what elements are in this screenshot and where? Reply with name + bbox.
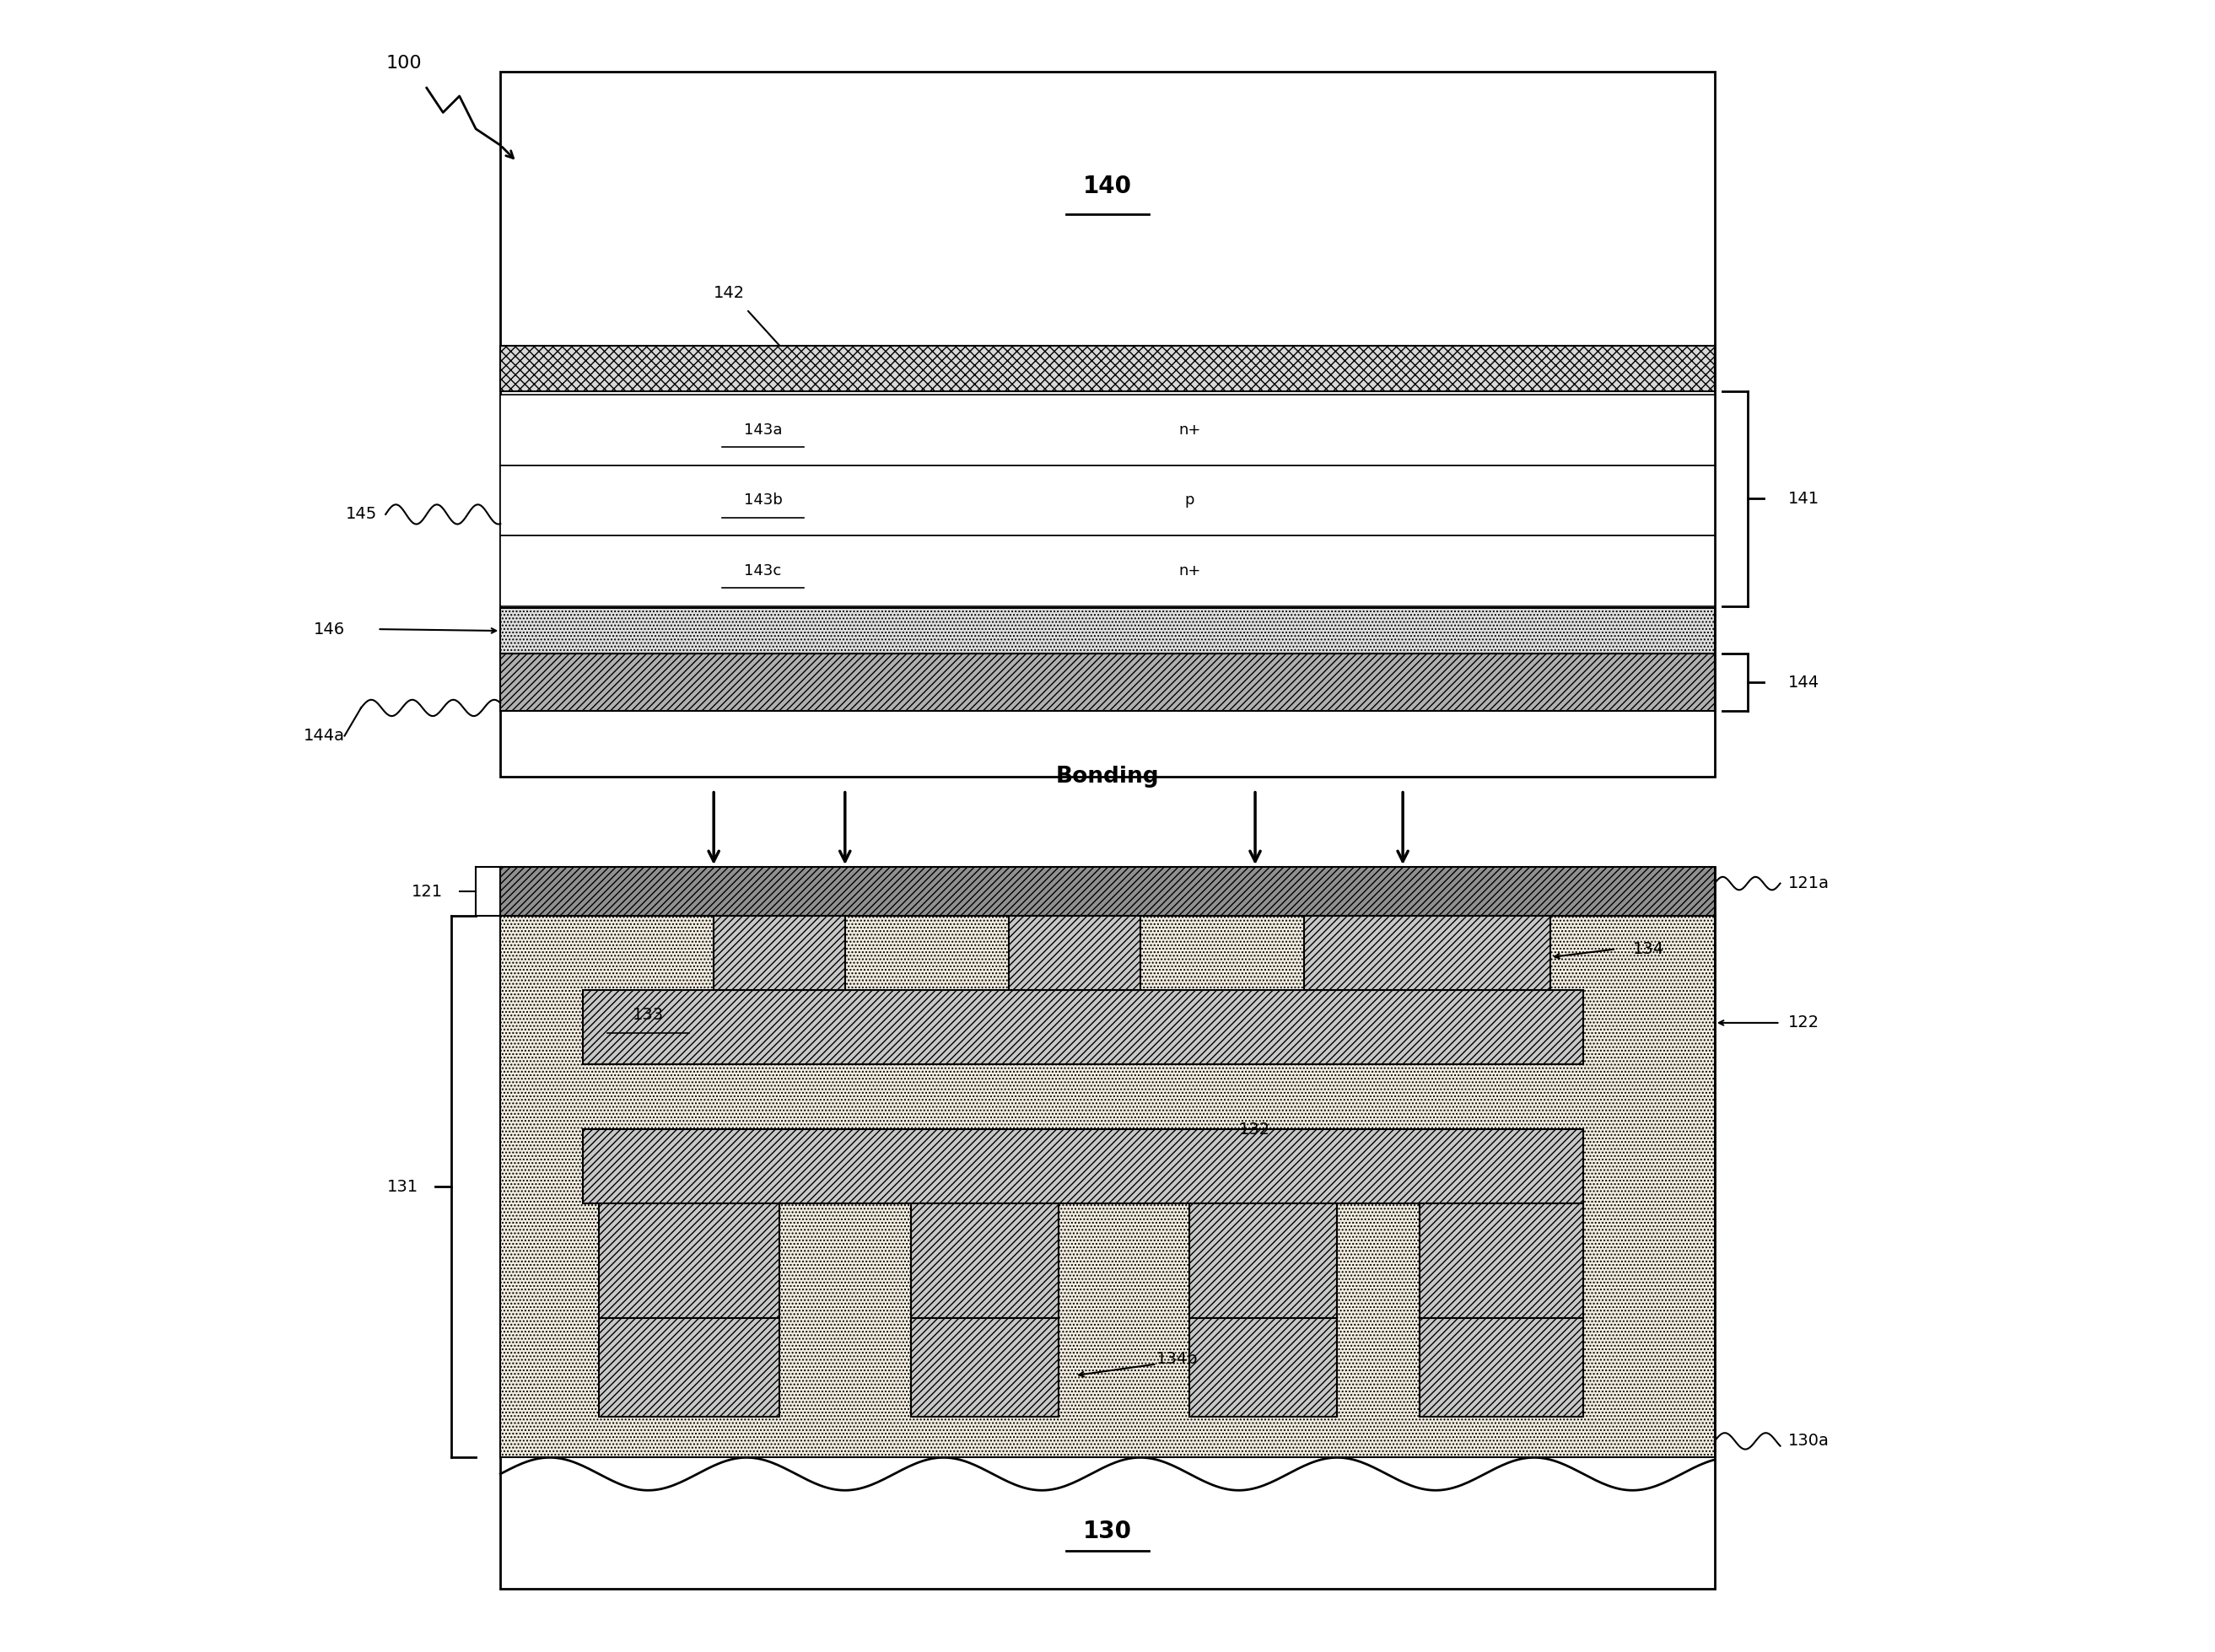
Bar <box>1420 1318 1584 1416</box>
Text: n+: n+ <box>1178 563 1201 578</box>
Bar <box>501 867 1714 1589</box>
Bar <box>501 466 1714 535</box>
Text: 134: 134 <box>1632 942 1663 957</box>
Text: 143c: 143c <box>744 563 782 578</box>
Bar <box>1420 1203 1584 1318</box>
Bar <box>598 1203 780 1318</box>
Bar <box>501 654 1714 710</box>
Bar <box>1010 917 1141 990</box>
Text: 142: 142 <box>713 284 744 301</box>
Bar <box>501 345 1714 392</box>
Text: 130: 130 <box>1083 1520 1132 1543</box>
Text: 121a: 121a <box>1788 876 1830 892</box>
Bar <box>910 1203 1059 1318</box>
Bar <box>501 917 1714 1457</box>
Text: 121: 121 <box>412 884 443 900</box>
Text: 100: 100 <box>385 55 421 71</box>
Text: n+: n+ <box>1178 423 1201 438</box>
Bar <box>1305 917 1550 990</box>
Bar <box>910 1318 1059 1416</box>
Text: Bonding: Bonding <box>1057 767 1158 788</box>
Text: p: p <box>1185 492 1194 509</box>
Text: 131: 131 <box>388 1180 419 1194</box>
Bar <box>501 867 1714 917</box>
Bar <box>501 535 1714 606</box>
Bar <box>1189 1203 1338 1318</box>
Text: 146: 146 <box>312 621 346 638</box>
Bar <box>1189 1318 1338 1416</box>
Text: 132: 132 <box>1238 1122 1269 1138</box>
Bar <box>598 1318 780 1416</box>
Text: 144a: 144a <box>303 729 346 743</box>
Bar <box>583 990 1584 1064</box>
Bar <box>583 1130 1584 1203</box>
Bar <box>501 608 1714 654</box>
Text: 143b: 143b <box>744 492 782 509</box>
Text: 140: 140 <box>1083 175 1132 198</box>
Bar <box>713 917 844 990</box>
Text: 133: 133 <box>633 1006 664 1023</box>
Text: 122: 122 <box>1788 1014 1821 1031</box>
Text: 143a: 143a <box>744 423 782 438</box>
Text: 144: 144 <box>1788 674 1821 691</box>
Text: 141: 141 <box>1788 491 1821 507</box>
Text: 130a: 130a <box>1788 1432 1830 1449</box>
Text: 134b: 134b <box>1156 1351 1198 1368</box>
Text: 145: 145 <box>346 506 377 522</box>
Bar <box>501 395 1714 466</box>
Bar <box>501 71 1714 776</box>
